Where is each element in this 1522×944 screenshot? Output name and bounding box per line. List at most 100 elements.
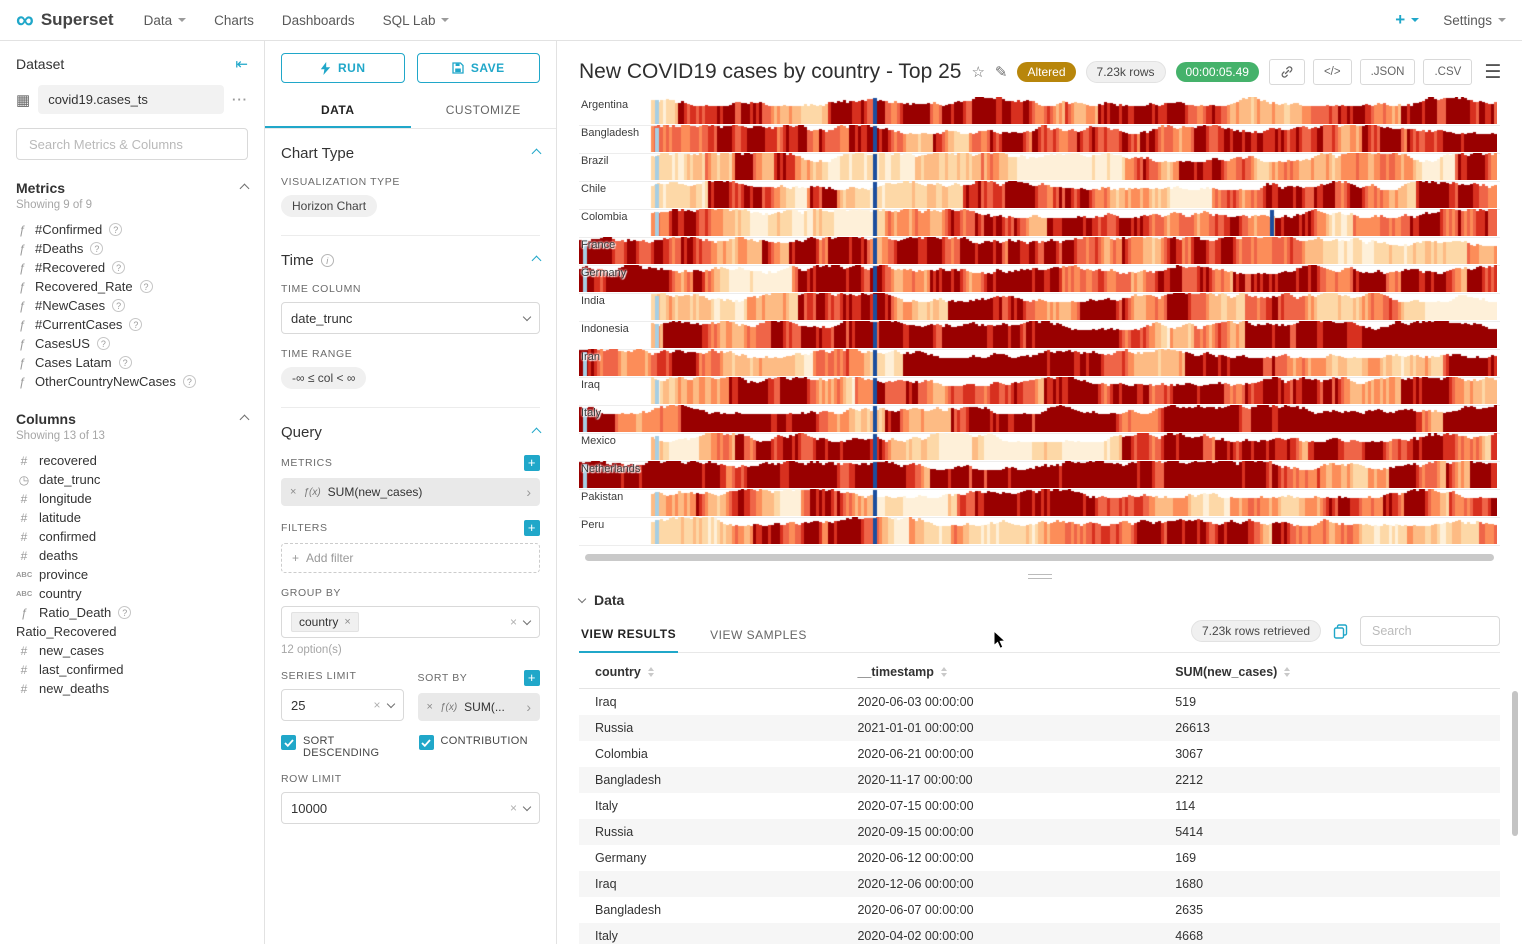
save-button[interactable]: SAVE (416, 53, 540, 83)
export-csv-button[interactable]: .CSV (1423, 59, 1473, 85)
column-item[interactable]: Ratio_Recovered (16, 622, 248, 641)
collapse-panel-icon[interactable]: ⇤ (235, 56, 248, 73)
metric-item[interactable]: ƒ #Confirmed? (16, 220, 248, 239)
series-limit-select[interactable]: 25 × (281, 689, 404, 721)
metric-option[interactable]: × ƒ(x) SUM(new_cases) › (281, 478, 540, 506)
clear-icon[interactable]: × (373, 698, 381, 712)
column-item[interactable]: # new_deaths (16, 679, 248, 698)
horizon-row-argentina[interactable]: Argentina (579, 97, 1500, 126)
horizon-row-chile[interactable]: Chile (579, 181, 1500, 210)
add-filter-plus-button[interactable]: + (524, 520, 540, 536)
help-icon[interactable]: ? (118, 356, 132, 369)
horizon-row-brazil[interactable]: Brazil (579, 153, 1500, 182)
nav-item-data[interactable]: Data (144, 13, 187, 28)
horizon-row-india[interactable]: India (579, 293, 1500, 322)
remove-tag-icon[interactable]: × (344, 616, 351, 628)
time-column-select[interactable]: date_trunc (281, 302, 540, 334)
metric-item[interactable]: ƒ Recovered_Rate? (16, 277, 248, 296)
column-item[interactable]: ABC country (16, 584, 248, 603)
results-column-header[interactable]: SUM(new_cases) (1159, 655, 1500, 689)
horizon-row-germany[interactable]: Germany (579, 265, 1500, 294)
clear-icon[interactable]: × (509, 801, 517, 815)
horizon-row-bangladesh[interactable]: Bangladesh (579, 125, 1500, 154)
help-icon[interactable]: ? (129, 318, 143, 331)
column-item[interactable]: # recovered (16, 451, 248, 470)
horizon-row-italy[interactable]: Italy (579, 405, 1500, 434)
column-item[interactable]: # confirmed (16, 527, 248, 546)
dataset-more-icon[interactable]: ··· (232, 92, 248, 107)
horizon-row-iraq[interactable]: Iraq (579, 377, 1500, 406)
info-icon[interactable]: i (320, 254, 334, 267)
chevron-right-icon[interactable]: › (526, 484, 531, 500)
horizon-row-iran[interactable]: Iran (579, 349, 1500, 378)
metric-item[interactable]: ƒ #CurrentCases? (16, 315, 248, 334)
time-header[interactable]: Time i (281, 252, 542, 269)
help-icon[interactable]: ? (96, 337, 110, 350)
chevron-up-icon[interactable] (239, 414, 250, 424)
results-search[interactable] (1360, 616, 1500, 646)
copy-data-icon[interactable] (1333, 623, 1348, 639)
horizon-row-mexico[interactable]: Mexico (579, 433, 1500, 462)
horizon-row-netherlands[interactable]: Netherlands (579, 461, 1500, 490)
column-item[interactable]: ABC province (16, 565, 248, 584)
data-section-header[interactable]: Data (577, 592, 1500, 608)
export-json-button[interactable]: .JSON (1359, 59, 1416, 85)
copy-link-button[interactable] (1268, 59, 1305, 85)
help-icon[interactable]: ? (90, 242, 104, 255)
tab-view-results[interactable]: VIEW RESULTS (579, 617, 679, 653)
visualization-type-value[interactable]: Horizon Chart (281, 195, 378, 217)
sort-by-option[interactable]: × ƒ(x) SUM(... › (417, 693, 540, 721)
settings-menu[interactable]: Settings (1443, 13, 1506, 28)
sort-descending-checkbox[interactable]: SORT DESCENDING (281, 735, 403, 759)
help-icon[interactable]: ? (112, 261, 126, 274)
metric-item[interactable]: ƒ #Recovered? (16, 258, 248, 277)
horizon-row-pakistan[interactable]: Pakistan (579, 489, 1500, 518)
help-icon[interactable]: ? (118, 606, 132, 619)
horizon-row-indonesia[interactable]: Indonesia (579, 321, 1500, 350)
edit-title-icon[interactable]: ✎ (994, 64, 1008, 81)
vertical-scrollbar[interactable] (1512, 691, 1518, 836)
resize-handle[interactable] (1027, 574, 1052, 579)
chart-menu-icon[interactable]: ☰ (1484, 61, 1502, 83)
help-icon[interactable]: ? (182, 375, 196, 388)
results-column-header[interactable]: country (579, 655, 842, 689)
column-item[interactable]: # latitude (16, 508, 248, 527)
row-limit-select[interactable]: 10000 × (281, 792, 540, 824)
column-item[interactable]: # last_confirmed (16, 660, 248, 679)
column-item[interactable]: # new_cases (16, 641, 248, 660)
metric-item[interactable]: ƒ CasesUS? (16, 334, 248, 353)
new-item-button[interactable]: + (1395, 10, 1420, 30)
nav-item-dashboards[interactable]: Dashboards (282, 13, 355, 28)
horizontal-scrollbar[interactable] (585, 554, 1494, 561)
remove-icon[interactable]: × (426, 701, 433, 713)
nav-item-sql-lab[interactable]: SQL Lab (383, 13, 450, 28)
add-metric-button[interactable]: + (524, 455, 540, 471)
metric-item[interactable]: ƒ #Deaths? (16, 239, 248, 258)
clear-icon[interactable]: × (509, 615, 517, 629)
column-item[interactable]: ƒ Ratio_Death? (16, 603, 248, 622)
metric-item[interactable]: ƒ Cases Latam? (16, 353, 248, 372)
help-icon[interactable]: ? (112, 299, 126, 312)
altered-badge[interactable]: Altered (1017, 62, 1076, 82)
remove-icon[interactable]: × (290, 486, 297, 498)
chart-type-header[interactable]: Chart Type (281, 145, 542, 162)
help-icon[interactable]: ? (139, 280, 153, 293)
dataset-row[interactable]: ▦ covid19.cases_ts ··· (16, 85, 248, 114)
tab-data[interactable]: DATA (265, 93, 411, 128)
column-item[interactable]: ◷ date_trunc (16, 470, 248, 489)
contribution-checkbox[interactable]: CONTRIBUTION (418, 735, 541, 750)
metrics-columns-search[interactable] (16, 128, 248, 160)
horizon-row-peru[interactable]: Peru (579, 517, 1500, 546)
time-range-value[interactable]: -∞ ≤ col < ∞ (281, 367, 367, 389)
column-item[interactable]: # longitude (16, 489, 248, 508)
horizon-row-colombia[interactable]: Colombia (579, 209, 1500, 238)
results-column-header[interactable]: __timestamp (841, 655, 1160, 689)
add-sort-button[interactable]: + (524, 670, 540, 686)
column-item[interactable]: # deaths (16, 546, 248, 565)
chevron-up-icon[interactable] (239, 183, 250, 193)
favorite-star-icon[interactable]: ☆ (971, 64, 985, 81)
horizon-row-france[interactable]: France (579, 237, 1500, 266)
query-header[interactable]: Query (281, 424, 542, 441)
embed-code-button[interactable]: </> (1312, 59, 1352, 85)
add-filter-button[interactable]: + Add filter (281, 543, 540, 573)
